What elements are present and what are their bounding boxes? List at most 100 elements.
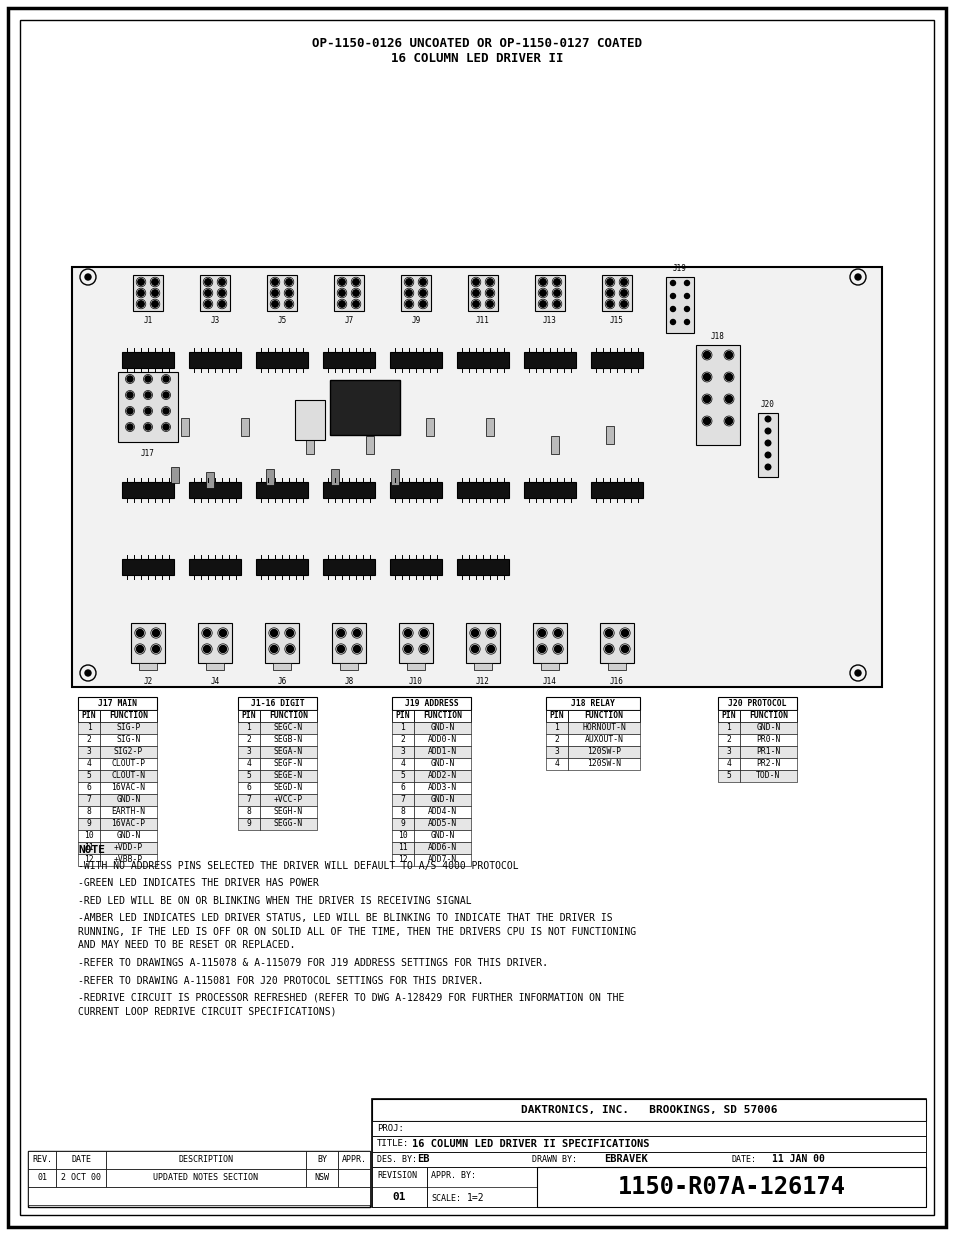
Circle shape [354, 630, 360, 636]
Circle shape [684, 306, 689, 311]
Bar [390, 482, 441, 498]
Text: SIG2-P: SIG2-P [113, 747, 143, 757]
Text: NOTE: NOTE [78, 845, 105, 855]
Circle shape [219, 646, 226, 652]
Text: 5: 5 [400, 772, 405, 781]
Text: 11: 11 [84, 844, 93, 852]
Circle shape [205, 301, 211, 308]
Text: FUNCTION: FUNCTION [269, 711, 308, 720]
Circle shape [473, 279, 478, 285]
Bar [118, 372, 178, 442]
Text: +VDD-P: +VDD-P [113, 844, 143, 852]
Text: J3: J3 [211, 316, 219, 325]
Text: 9: 9 [246, 820, 252, 829]
Text: 11 JAN 00: 11 JAN 00 [771, 1155, 824, 1165]
Text: J15: J15 [609, 316, 623, 325]
Bar [306, 1170, 337, 1187]
Circle shape [338, 279, 345, 285]
Text: 01: 01 [37, 1173, 47, 1182]
Text: EB: EB [416, 1155, 429, 1165]
Circle shape [702, 395, 710, 403]
Text: GND-N: GND-N [116, 795, 140, 804]
Circle shape [127, 375, 132, 382]
Text: -GREEN LED INDICATES THE DRIVER HAS POWER: -GREEN LED INDICATES THE DRIVER HAS POWE… [78, 878, 318, 888]
Text: 4: 4 [87, 760, 91, 768]
Bar [306, 1151, 337, 1170]
Bar [334, 275, 364, 311]
Bar [306, 436, 314, 454]
Text: 16VAC-N: 16VAC-N [112, 783, 146, 793]
Circle shape [205, 290, 211, 296]
Text: REVISION: REVISION [376, 1171, 416, 1179]
Text: J17 MAIN: J17 MAIN [98, 699, 137, 708]
Text: 2: 2 [87, 736, 91, 745]
Text: ADD3-N: ADD3-N [428, 783, 456, 793]
Text: 16 COLUMN LED DRIVER II: 16 COLUMN LED DRIVER II [391, 52, 562, 65]
Bar [28, 1187, 370, 1205]
Circle shape [127, 391, 132, 398]
Bar [740, 758, 796, 769]
Circle shape [537, 646, 545, 652]
Text: BY: BY [316, 1156, 327, 1165]
Bar [106, 1170, 306, 1187]
Circle shape [539, 301, 546, 308]
Bar [260, 722, 316, 734]
Text: 3: 3 [726, 747, 731, 757]
Circle shape [684, 320, 689, 325]
Bar [131, 622, 165, 663]
Bar [331, 469, 338, 485]
Text: SEGG-N: SEGG-N [274, 820, 303, 829]
Bar [100, 710, 157, 722]
Bar [255, 559, 308, 576]
Text: 3: 3 [554, 747, 558, 757]
Bar [181, 417, 189, 436]
Circle shape [471, 630, 478, 636]
Text: PIN: PIN [720, 711, 736, 720]
Circle shape [136, 630, 143, 636]
Text: 12: 12 [397, 856, 408, 864]
Text: J9: J9 [411, 316, 420, 325]
Circle shape [286, 630, 294, 636]
Bar [78, 769, 100, 782]
Text: DES. BY:: DES. BY: [376, 1155, 416, 1165]
Circle shape [620, 279, 626, 285]
Bar [540, 663, 558, 671]
Bar [567, 758, 639, 769]
Text: J19 ADDRESS: J19 ADDRESS [404, 699, 457, 708]
Circle shape [764, 429, 770, 433]
Bar [323, 352, 375, 368]
Text: 7: 7 [400, 795, 405, 804]
Bar [567, 746, 639, 758]
Text: -REDRIVE CIRCUIT IS PROCESSOR REFRESHED (REFER TO DWG A-128429 FOR FURTHER INFOR: -REDRIVE CIRCUIT IS PROCESSOR REFRESHED … [78, 993, 623, 1003]
Bar [339, 663, 357, 671]
Bar [237, 818, 260, 830]
Bar [523, 482, 576, 498]
Text: 120SW-P: 120SW-P [586, 747, 620, 757]
Bar [607, 663, 625, 671]
Text: 1=2: 1=2 [467, 1193, 484, 1203]
Bar [392, 806, 414, 818]
Text: J16: J16 [609, 677, 623, 685]
Text: CLOUT-N: CLOUT-N [112, 772, 146, 781]
Bar [237, 710, 260, 722]
Text: 5: 5 [726, 772, 731, 781]
Bar [100, 853, 157, 866]
Bar [372, 1136, 925, 1152]
Text: 1: 1 [726, 724, 731, 732]
Circle shape [702, 373, 710, 380]
Text: 4: 4 [554, 760, 558, 768]
Text: EARTH-N: EARTH-N [112, 808, 146, 816]
Text: GND-N: GND-N [430, 724, 455, 732]
Circle shape [272, 279, 278, 285]
Text: FUNCTION: FUNCTION [109, 711, 148, 720]
Circle shape [286, 290, 292, 296]
Bar [28, 1151, 56, 1170]
Bar [56, 1170, 106, 1187]
Text: 1: 1 [554, 724, 558, 732]
Bar [100, 758, 157, 769]
Circle shape [152, 301, 158, 308]
Text: 01: 01 [393, 1192, 406, 1202]
Text: 11: 11 [397, 844, 408, 852]
Text: 2: 2 [400, 736, 405, 745]
Bar [237, 769, 260, 782]
